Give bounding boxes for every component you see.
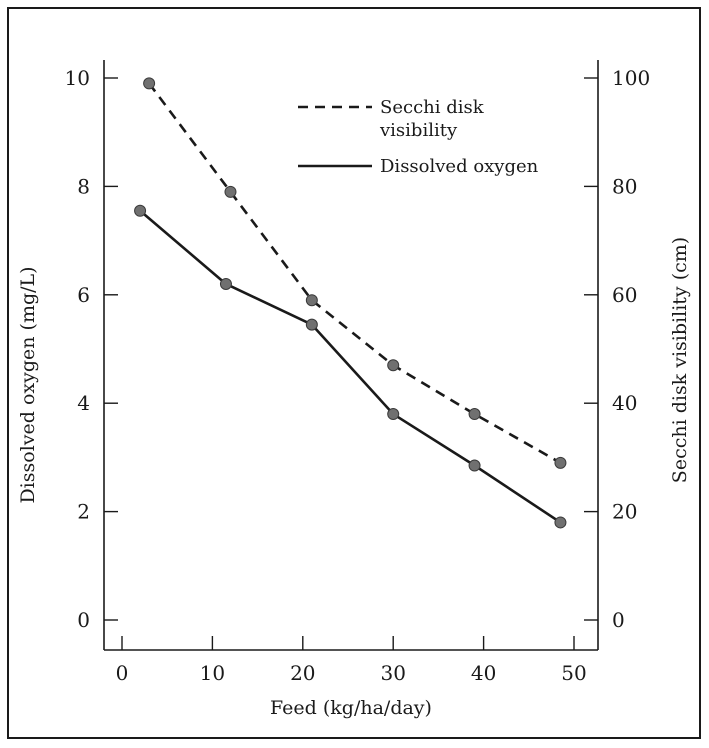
- x-tick-label: 0: [116, 661, 129, 685]
- x-ticks: 0 10 20 30 40 50: [116, 636, 587, 685]
- right-y-tick-label: 100: [612, 66, 650, 90]
- axes: [103, 60, 599, 651]
- left-y-tick-label: 8: [77, 174, 90, 198]
- left-y-ticks: 0 2 4 6 8 10: [65, 66, 118, 632]
- right-y-tick-label: 0: [612, 608, 625, 632]
- left-y-tick-label: 4: [77, 391, 90, 415]
- data-point-dissolved-oxygen: [554, 516, 567, 529]
- right-y-tick-label: 20: [612, 500, 637, 524]
- series-line-secchi-disk-visibility: [148, 82, 562, 464]
- legend-secchi-label-line1: Secchi disk: [380, 97, 485, 118]
- data-point-secchi-disk-visibility: [554, 456, 567, 469]
- right-y-tick-label: 60: [612, 283, 637, 307]
- left-y-tick-label: 6: [77, 283, 90, 307]
- legend-secchi-label-line2: visibility: [379, 120, 458, 141]
- left-y-tick-label: 0: [77, 608, 90, 632]
- right-y-ticks: 0 20 40 60 80 100: [584, 66, 650, 632]
- data-point-secchi-disk-visibility: [468, 408, 481, 421]
- series-layer: [134, 77, 567, 529]
- data-point-secchi-disk-visibility: [224, 185, 237, 198]
- data-point-dissolved-oxygen: [305, 318, 318, 331]
- x-tick-label: 50: [561, 661, 586, 685]
- figure-frame: [7, 7, 701, 739]
- x-tick-label: 20: [290, 661, 315, 685]
- data-point-dissolved-oxygen: [134, 204, 147, 217]
- right-y-axis-label: Secchi disk visibility (cm): [669, 237, 691, 483]
- data-point-dissolved-oxygen: [468, 459, 481, 472]
- series-line-dissolved-oxygen: [139, 209, 562, 524]
- data-point-dissolved-oxygen: [387, 408, 400, 421]
- left-y-tick-label: 2: [77, 500, 90, 524]
- x-tick-label: 40: [471, 661, 496, 685]
- left-y-tick-label: 10: [65, 66, 90, 90]
- x-axis-label: Feed (kg/ha/day): [270, 697, 432, 719]
- x-tick-label: 10: [200, 661, 225, 685]
- data-point-secchi-disk-visibility: [387, 359, 400, 372]
- left-y-axis-label: Dissolved oxygen (mg/L): [17, 266, 39, 503]
- legend-oxygen-label: Dissolved oxygen: [380, 156, 539, 177]
- data-point-secchi-disk-visibility: [143, 77, 156, 90]
- legend: Secchi disk visibility Dissolved oxygen: [298, 97, 539, 177]
- right-y-tick-label: 80: [612, 174, 637, 198]
- data-point-dissolved-oxygen: [219, 277, 232, 290]
- right-y-tick-label: 40: [612, 391, 637, 415]
- data-point-secchi-disk-visibility: [305, 294, 318, 307]
- x-tick-label: 30: [380, 661, 405, 685]
